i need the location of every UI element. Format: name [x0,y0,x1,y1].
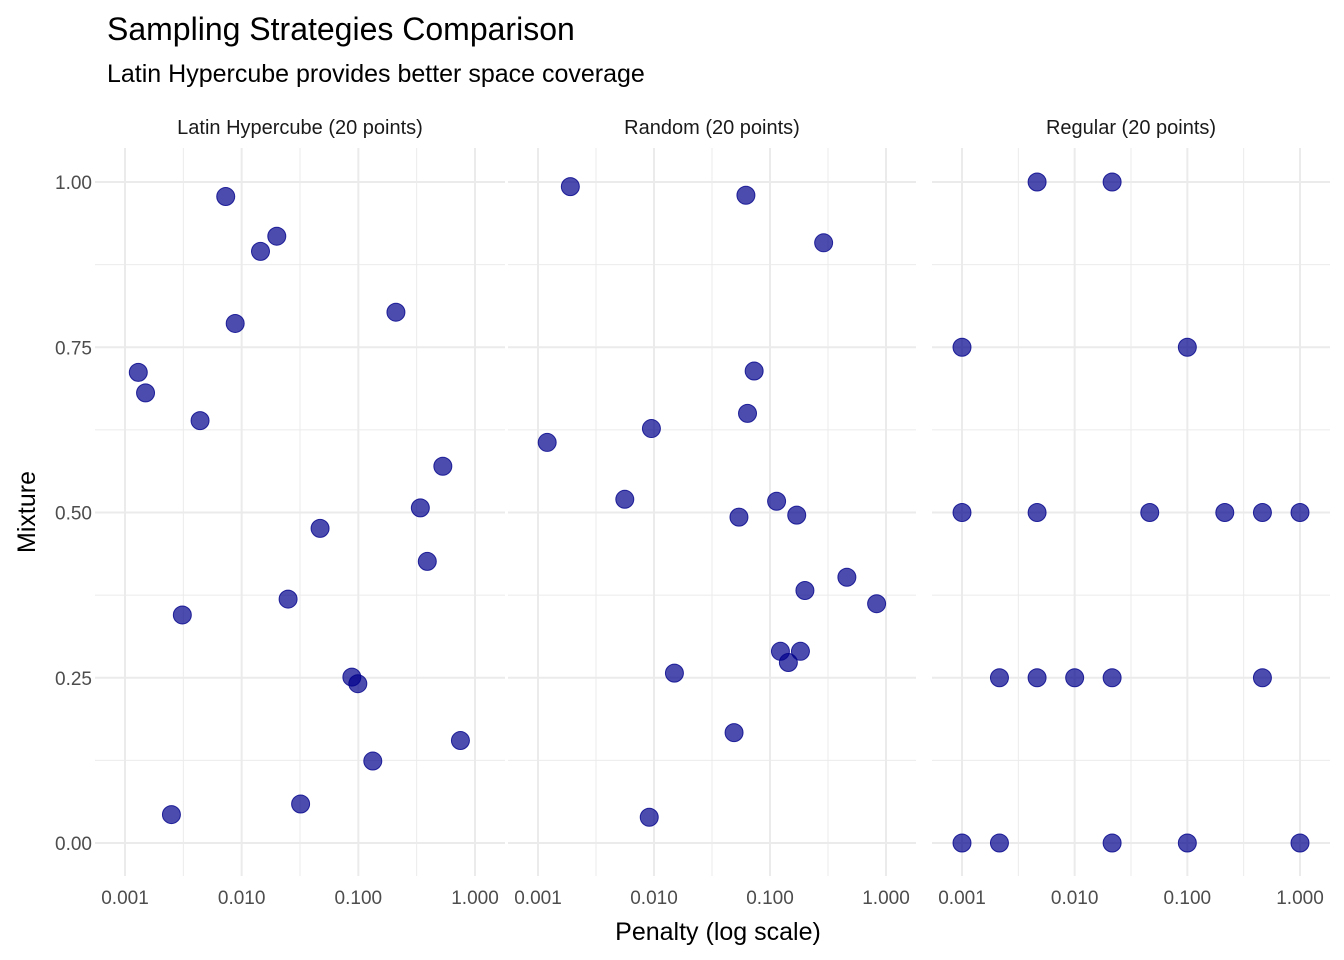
data-point [433,456,453,476]
data-point [1065,668,1085,688]
data-point [190,411,210,431]
x-tick-label: 0.100 [1164,888,1212,909]
data-point [136,383,156,403]
y-tick-label: 0.00 [55,834,92,855]
data-point [787,505,807,525]
data-point [744,361,764,381]
x-tick-label: 0.001 [514,888,562,909]
facet-panel: Random (20 points) 0.001 0.010 0.100 1.000 [508,117,916,909]
data-point [790,641,810,661]
data-point [767,491,787,511]
chart-title: Sampling Strategies Comparison [107,11,575,47]
data-point [560,177,580,197]
data-point [1027,503,1047,522]
data-point [537,432,557,452]
y-axis-title: Mixture [13,471,41,553]
facet-strip-label: Latin Hypercube (20 points) [177,117,423,139]
facet-strip-label: Regular (20 points) [1046,117,1216,139]
data-point [639,807,659,827]
x-tick-label: 0.001 [938,888,986,909]
data-point [291,794,311,814]
data-point [410,498,430,518]
data-point [989,833,1009,853]
x-tick-label: 0.010 [218,888,266,909]
data-point [386,302,406,322]
data-point [161,805,181,825]
data-point [1102,668,1122,688]
data-point [664,663,684,683]
data-point [1102,833,1122,853]
data-point [225,313,245,333]
data-point [1027,172,1047,192]
data-point [837,567,857,587]
data-point [615,489,635,509]
x-tick-label: 1.000 [862,888,910,909]
data-point [1290,833,1310,853]
data-point [1252,668,1272,688]
facet-panel: Regular (20 points) 0.001 0.010 0.100 1.000 [932,117,1330,909]
y-tick-label: 0.50 [55,504,92,525]
data-point [216,187,236,207]
y-tick-label: 0.25 [55,669,92,690]
data-point [310,518,330,538]
y-tick-label: 1.00 [55,173,92,194]
x-tick-label: 0.100 [746,888,794,909]
data-point [778,653,798,673]
data-point [724,723,744,743]
data-point [1252,503,1272,522]
data-point [450,731,470,751]
data-point [1140,503,1160,522]
data-point [952,833,972,853]
data-point [363,751,383,771]
data-point [729,507,749,527]
x-tick-label: 1.000 [451,888,499,909]
data-point [250,241,270,261]
data-point [952,503,972,522]
data-point [128,362,148,382]
data-point [1102,172,1122,192]
data-point [641,419,661,439]
y-axis: 0.00 0.25 0.50 0.75 1.00 [55,173,92,855]
data-point [417,551,437,571]
data-point [1290,503,1310,522]
chart-subtitle: Latin Hypercube provides better space co… [107,60,645,88]
x-tick-label: 1.000 [1276,888,1324,909]
x-axis-title: Penalty (log scale) [615,918,821,946]
y-tick-label: 0.75 [55,338,92,359]
x-tick-label: 0.001 [101,888,149,909]
data-point [1177,337,1197,357]
facet-strip-label: Random (20 points) [624,117,800,139]
data-point [867,594,887,614]
x-tick-label: 0.010 [630,888,678,909]
data-point [989,668,1009,688]
data-point [795,580,815,600]
data-point [814,233,834,253]
data-point [1177,833,1197,853]
data-point [172,605,192,625]
data-point [952,337,972,357]
data-point [1215,503,1235,522]
data-point [736,185,756,205]
facet-panel: Latin Hypercube (20 points) 0.001 0.010 0.1… [95,117,505,909]
facet-panels: Latin Hypercube (20 points) 0.001 0.010 0.1… [95,117,1330,909]
x-tick-label: 0.100 [335,888,383,909]
data-point [348,674,368,694]
data-point [267,226,287,246]
data-point [738,403,758,423]
data-point [278,589,298,609]
data-point [1027,668,1047,688]
x-tick-label: 0.010 [1051,888,1099,909]
